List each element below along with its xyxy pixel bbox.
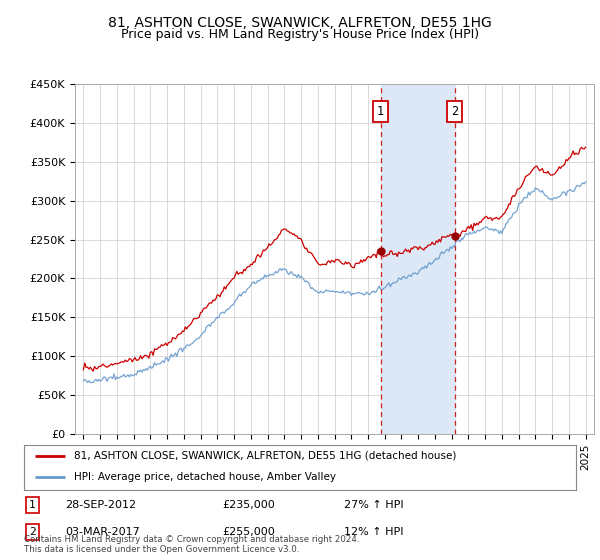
Text: 2: 2 [29, 527, 35, 537]
Text: 03-MAR-2017: 03-MAR-2017 [65, 527, 140, 537]
Text: Price paid vs. HM Land Registry's House Price Index (HPI): Price paid vs. HM Land Registry's House … [121, 28, 479, 41]
Bar [380, 84, 455, 434]
Text: 1: 1 [377, 105, 384, 118]
Text: 81, ASHTON CLOSE, SWANWICK, ALFRETON, DE55 1HG: 81, ASHTON CLOSE, SWANWICK, ALFRETON, DE… [108, 16, 492, 30]
Text: £255,000: £255,000 [223, 527, 275, 537]
Text: 28-SEP-2012: 28-SEP-2012 [65, 500, 137, 510]
Text: 81, ASHTON CLOSE, SWANWICK, ALFRETON, DE55 1HG (detached house): 81, ASHTON CLOSE, SWANWICK, ALFRETON, DE… [74, 451, 456, 461]
Text: Contains HM Land Registry data © Crown copyright and database right 2024.
This d: Contains HM Land Registry data © Crown c… [24, 535, 359, 554]
Text: 1: 1 [29, 500, 35, 510]
Text: 27% ↑ HPI: 27% ↑ HPI [344, 500, 404, 510]
Text: HPI: Average price, detached house, Amber Valley: HPI: Average price, detached house, Ambe… [74, 473, 335, 483]
Text: £235,000: £235,000 [223, 500, 275, 510]
Text: 12% ↑ HPI: 12% ↑ HPI [344, 527, 404, 537]
Text: 2: 2 [451, 105, 458, 118]
